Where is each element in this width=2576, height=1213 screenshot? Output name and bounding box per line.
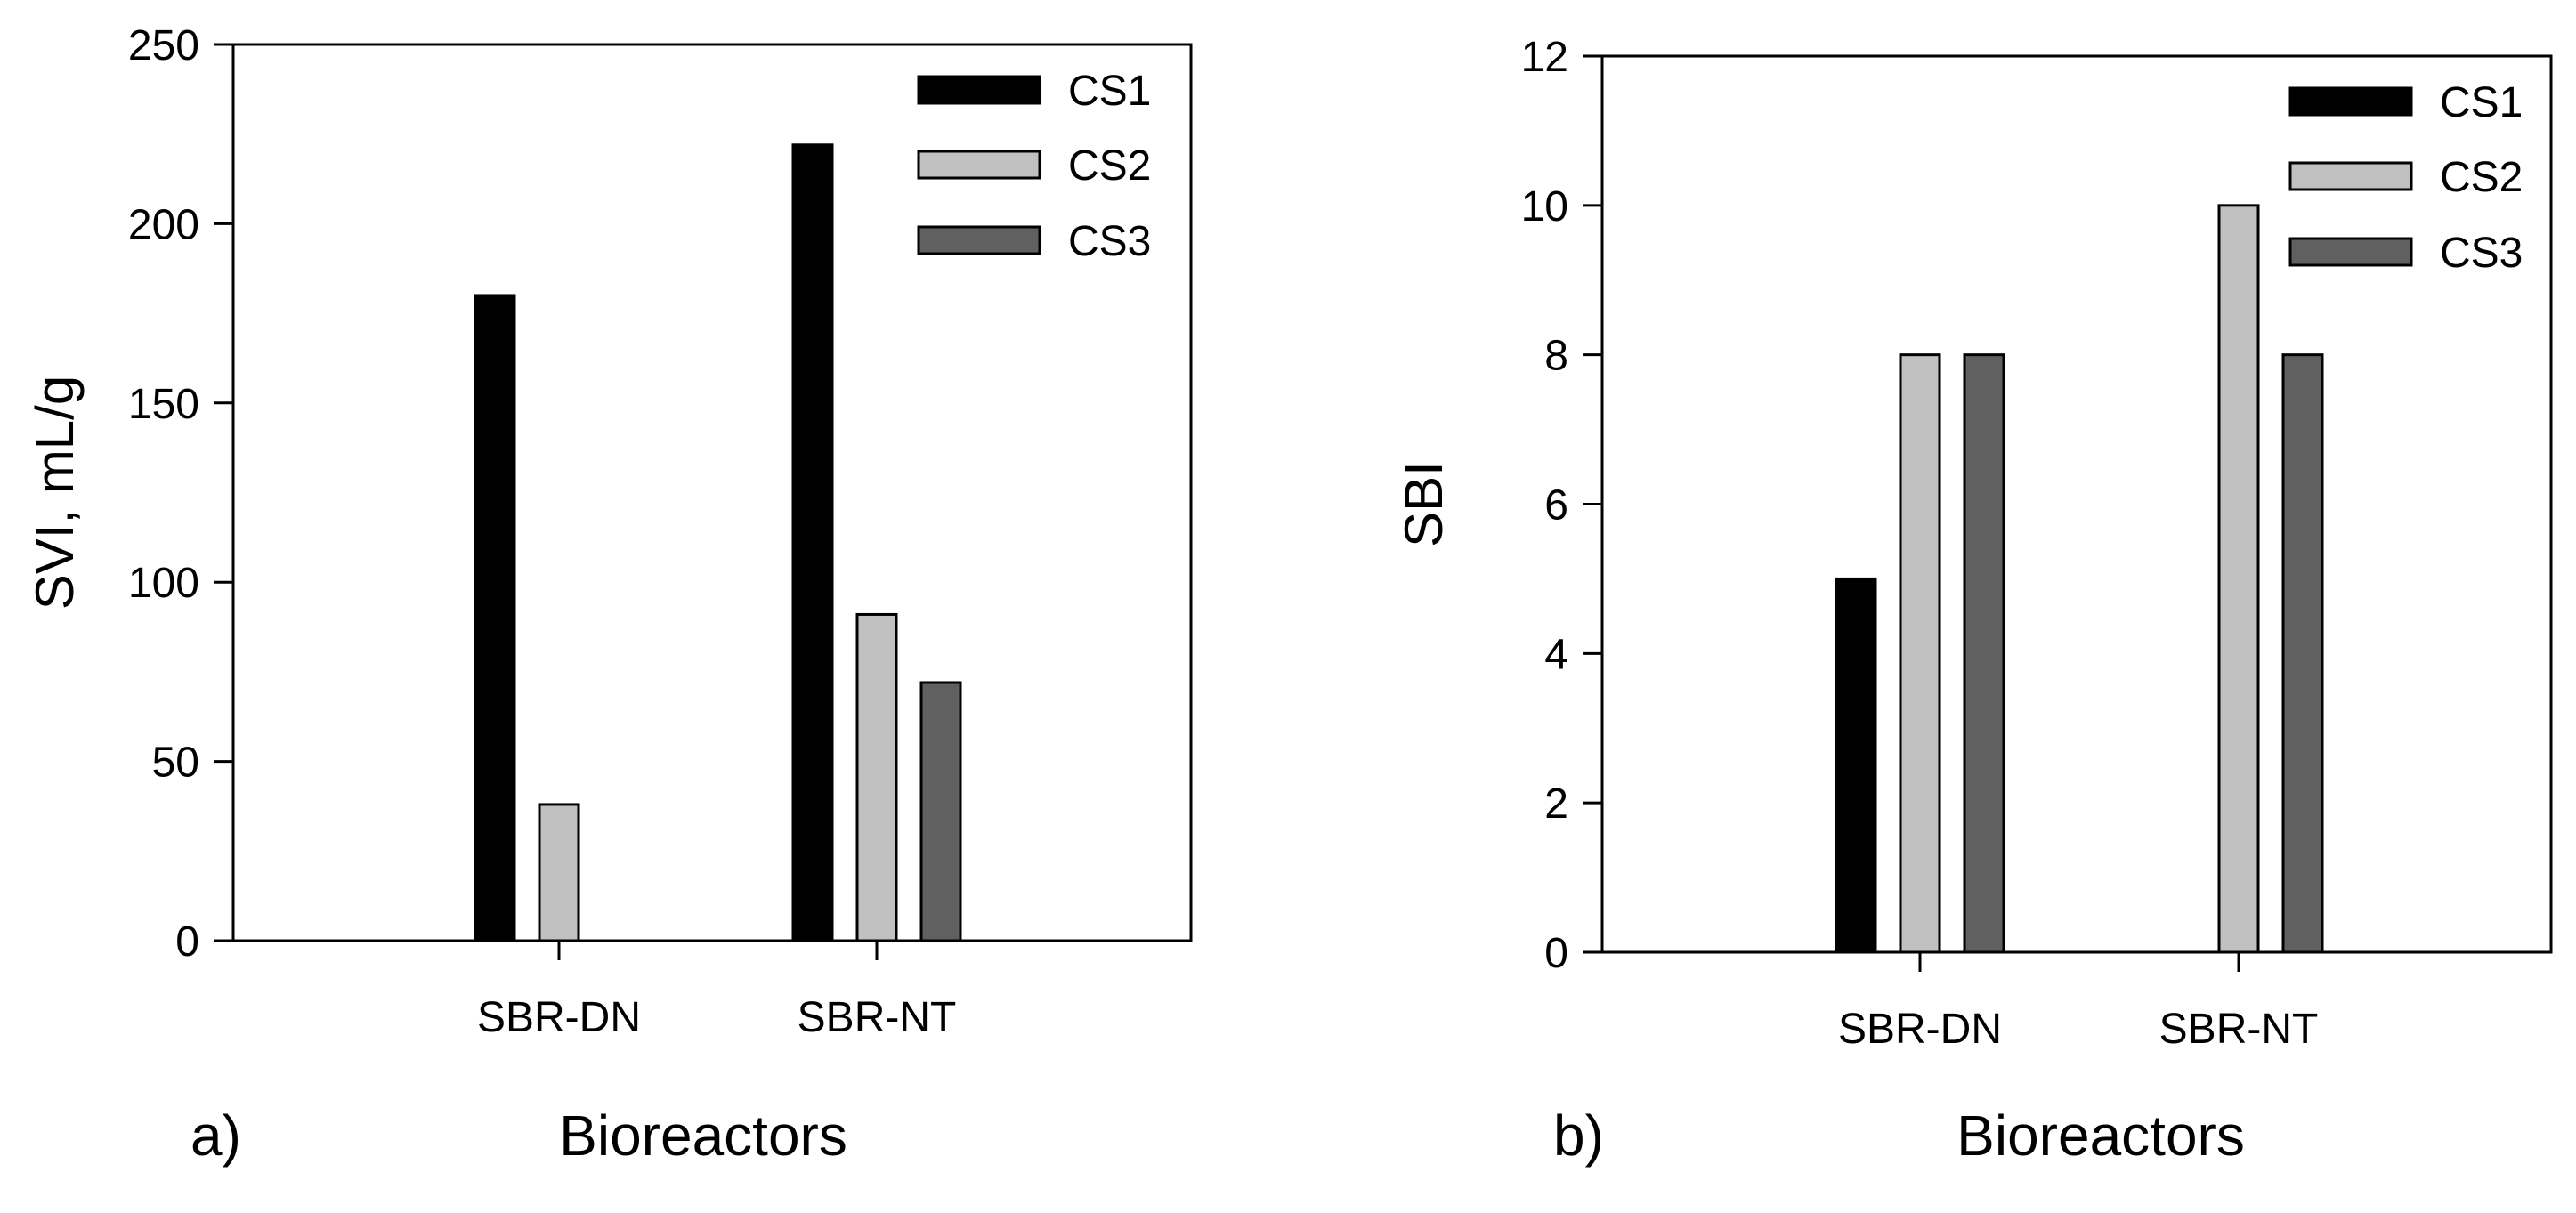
y-tick-label: 100 — [128, 560, 199, 607]
bar-cs1-sbr-dn — [474, 294, 516, 942]
legend-swatch-cs3 — [917, 225, 1041, 255]
y-tick-label: 4 — [1544, 631, 1568, 678]
plot-frame — [231, 43, 1193, 942]
y-tick-label: 10 — [1521, 183, 1568, 230]
legend: CS1 CS2 CS3 — [917, 68, 1151, 265]
bar-cs2-sbr-dn — [538, 803, 580, 942]
x-tick-label: SBR-DN — [477, 994, 641, 1041]
legend-label-cs3: CS3 — [1068, 218, 1151, 265]
x-tick-label: SBR-DN — [1838, 1006, 2002, 1053]
legend-label-cs2: CS2 — [2440, 154, 2523, 201]
panel-label: a) — [190, 1104, 241, 1168]
y-tick-label: 150 — [128, 381, 199, 428]
legend-label-cs1: CS1 — [1068, 68, 1151, 115]
legend-label-cs3: CS3 — [2440, 230, 2523, 277]
bar-cs1-sbr-nt — [791, 143, 834, 942]
legend-swatch-cs2 — [2288, 161, 2413, 191]
y-tick-label: 0 — [1544, 930, 1568, 977]
y-tick-label: 8 — [1544, 333, 1568, 380]
chart-panel-b: 0 2 4 6 8 10 12 SBR-DN SBR-NT CS1 CS2 CS3 SBI b) Biore… — [1394, 34, 2553, 1168]
bar-cs3-sbr-nt — [919, 681, 962, 942]
legend-label-cs1: CS1 — [2440, 79, 2523, 126]
x-axis-label: Bioreactors — [1956, 1104, 2245, 1168]
y-tick-label: 6 — [1544, 482, 1568, 530]
x-tick-label: SBR-NT — [798, 994, 957, 1041]
y-tick-label: 2 — [1544, 780, 1568, 828]
bar-cs2-sbr-nt — [855, 612, 898, 942]
bar-cs1-sbr-dn — [1835, 577, 1877, 954]
x-axis-label: Bioreactors — [559, 1104, 847, 1168]
bar-cs2-sbr-nt — [2217, 204, 2260, 954]
y-axis-label: SVI, mL/g — [25, 376, 85, 610]
legend-swatch-cs2 — [917, 150, 1041, 180]
bar-cs3-sbr-dn — [1963, 353, 2005, 954]
y-axis-label: SBI — [1394, 461, 1454, 547]
legend-swatch-cs3 — [2288, 237, 2413, 267]
y-tick-label: 250 — [128, 22, 199, 69]
legend-label-cs2: CS2 — [1068, 142, 1151, 190]
y-tick-label: 12 — [1521, 34, 1568, 81]
y-tick-label: 200 — [128, 201, 199, 248]
y-tick-label: 0 — [175, 918, 199, 966]
legend-swatch-cs1 — [2288, 86, 2413, 117]
x-tick-label: SBR-NT — [2159, 1006, 2319, 1053]
legend-swatch-cs1 — [917, 75, 1041, 105]
bar-cs3-sbr-nt — [2281, 353, 2324, 954]
panel-label: b) — [1553, 1104, 1604, 1168]
y-tick-label: 50 — [152, 740, 199, 787]
chart-panel-a: 0 50 100 150 200 250 SBR-DN SBR-NT CS1 CS2 CS3 SVI,… — [25, 22, 1193, 1168]
bar-cs2-sbr-dn — [1899, 353, 1941, 954]
legend: CS1 CS2 CS3 — [2288, 79, 2523, 277]
